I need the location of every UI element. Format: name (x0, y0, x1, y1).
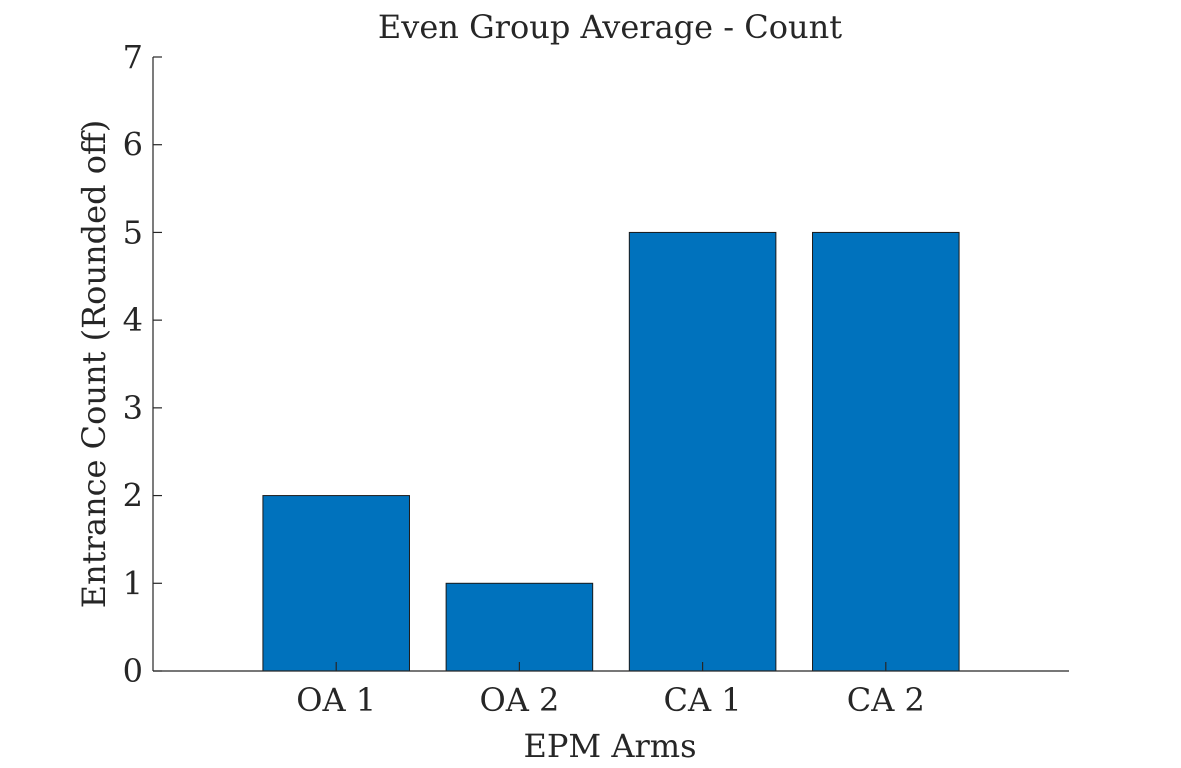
x-tick-label: OA 2 (479, 681, 559, 719)
y-tick-label: 6 (123, 126, 143, 164)
y-axis-label: Entrance Count (Rounded off) (75, 120, 113, 608)
bar-1 (262, 495, 410, 672)
x-tick-label: CA 2 (847, 681, 925, 719)
bars (262, 231, 960, 672)
y-axis: 0 1 2 3 4 5 6 7 (123, 38, 162, 690)
x-axis-label: EPM Arms (524, 727, 697, 765)
y-tick-label: 3 (123, 389, 143, 427)
x-tick-label: OA 1 (296, 681, 376, 719)
chart-title: Even Group Average - Count (378, 8, 842, 46)
bar-3 (628, 231, 777, 672)
y-tick-label: 1 (123, 564, 143, 602)
y-tick-label: 4 (123, 301, 143, 339)
x-axis: OA 1 OA 2 CA 1 CA 2 (153, 662, 1069, 719)
y-tick-label: 5 (123, 213, 143, 251)
y-tick-label: 7 (123, 38, 143, 76)
bar-4 (812, 231, 960, 672)
bar-2 (445, 582, 594, 672)
y-tick-label: 2 (123, 477, 143, 515)
y-tick-label: 0 (123, 652, 143, 690)
x-tick-label: CA 1 (664, 681, 742, 719)
